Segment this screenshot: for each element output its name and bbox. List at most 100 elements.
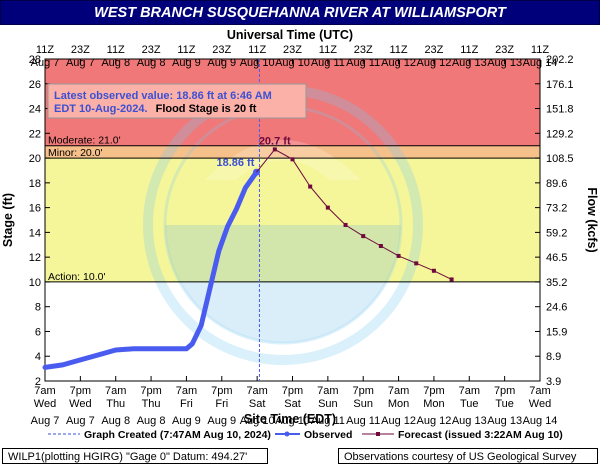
- y2-tick-label: 129.2: [546, 128, 574, 140]
- action-stage-label: Action: 10.0': [48, 271, 105, 283]
- y2-tick-label: 151.8: [546, 104, 574, 116]
- annotation-box: [47, 83, 307, 119]
- plot-frame: Action: 10.0' Minor: 20.0'Moderate: 21.0': [44, 58, 541, 382]
- annotation-date: EDT 10-Aug-2024.: [54, 103, 148, 115]
- y-tick-label: 24: [29, 104, 41, 116]
- action-zone: [45, 158, 540, 282]
- x-tick-date: Aug 12: [416, 415, 451, 427]
- x-tick-date: Aug 7: [31, 415, 60, 427]
- x-tick-day: Thu: [142, 398, 161, 410]
- footer-source: Observations courtesy of US Geological S…: [338, 448, 598, 464]
- y-tick-label: 22: [29, 128, 41, 140]
- forecast-point: [290, 157, 295, 162]
- x2-tick-date: Aug 9: [172, 57, 201, 69]
- y-tick-label: 10: [29, 277, 41, 289]
- x-tick-day: Wed: [34, 398, 56, 410]
- x-tick-date: Aug 9: [207, 415, 236, 427]
- observed-series-line: [42, 169, 259, 370]
- y-tick-label: 6: [35, 326, 41, 338]
- y2-tick-label: 176.1: [546, 79, 574, 91]
- y2-tick-label: 108.5: [546, 153, 574, 165]
- y2-tick-label: 89.6: [546, 178, 567, 190]
- normal-zone: [45, 281, 540, 381]
- x2-tick-time: 11Z: [319, 44, 337, 56]
- x-tick-date: Aug 9: [172, 415, 201, 427]
- y2-tick-label: 202.2: [546, 54, 574, 66]
- annotation-line-2: EDT 10-Aug-2024. Flood Stage is 20 ft: [54, 103, 257, 115]
- x-tick-day: Wed: [529, 398, 551, 410]
- title-bar: WEST BRANCH SUSQUEHANNA RIVER AT WILLIAM…: [0, 0, 600, 25]
- x-tick-day: Tue: [495, 398, 514, 410]
- y2-tick-label: 15.9: [546, 326, 567, 338]
- x-tick-day: Thu: [106, 398, 125, 410]
- x2-tick-date: Aug 12: [381, 57, 416, 69]
- x2-tick-date: Aug 8: [137, 57, 166, 69]
- y-tick-label: 12: [29, 252, 41, 264]
- x-tick-date: Aug 11: [311, 415, 345, 427]
- x2-tick-date: Aug 12: [416, 57, 451, 69]
- x-tick-day: Wed: [69, 398, 91, 410]
- moderate-stage-label: Moderate: 21.0': [48, 135, 121, 147]
- y-tick-label: 2: [35, 376, 41, 388]
- x-tick-time: 7pm: [140, 385, 161, 397]
- y2-tick-label: 59.2: [546, 227, 567, 239]
- x-tick-date: Aug 12: [381, 415, 416, 427]
- right-axis-title: Flow (kcfs): [585, 187, 599, 252]
- x2-tick-date: Aug 10: [240, 57, 275, 69]
- x-tick-time: 7am: [176, 385, 197, 397]
- x-tick-date: Aug 14: [523, 415, 558, 427]
- x2-tick-time: 11Z: [248, 44, 266, 56]
- y-tick-label: 14: [29, 227, 41, 239]
- x2-tick-time: 23Z: [354, 44, 373, 56]
- y-tick-label: 8: [35, 302, 41, 314]
- x2-tick-date: Aug 8: [101, 57, 130, 69]
- x2-tick-time: 23Z: [283, 44, 302, 56]
- y2-tick-label: 3.9: [546, 376, 561, 388]
- left-axis-title: Stage (ft): [1, 193, 15, 247]
- x2-tick-date: Aug 14: [523, 57, 558, 69]
- x2-tick-date: Aug 9: [207, 57, 236, 69]
- x-tick-date: Aug 10: [275, 415, 310, 427]
- x2-tick-time: 23Z: [71, 44, 90, 56]
- x2-tick-time: 11Z: [531, 44, 549, 56]
- forecast-point: [272, 147, 277, 152]
- y-tick-label: 4: [35, 351, 41, 363]
- x-tick-time: 7am: [459, 385, 480, 397]
- x2-tick-date: Aug 11: [311, 57, 345, 69]
- x2-tick-time: 23Z: [495, 44, 514, 56]
- x2-tick-time: 23Z: [142, 44, 161, 56]
- forecast-peak-label: 20.7 ft: [259, 135, 291, 147]
- x-tick-time: 7am: [529, 385, 550, 397]
- forecast-point: [396, 253, 401, 258]
- x-tick-date: Aug 10: [240, 415, 275, 427]
- x-tick-time: 7am: [317, 385, 338, 397]
- x-tick-time: 7am: [105, 385, 126, 397]
- x2-tick-date: Aug 13: [452, 57, 487, 69]
- x-tick-time: 7pm: [70, 385, 91, 397]
- axis-ticks: 2 3.9 4 8.9 6 15.9 8 24.6 10 35.2 12 46.5 14 59.2 16 73…: [29, 44, 574, 427]
- x2-tick-time: 11Z: [460, 44, 478, 56]
- forecast-series-line: [256, 148, 452, 280]
- x2-tick-time: 23Z: [212, 44, 231, 56]
- annotation-line-1: Latest observed value: 18.86 ft at 6:46 …: [54, 90, 272, 102]
- forecast-point: [343, 222, 348, 227]
- x-tick-day: Sat: [284, 398, 301, 410]
- forecast-point: [325, 205, 330, 210]
- minor-zone: [45, 145, 540, 159]
- x-tick-day: Tue: [460, 398, 479, 410]
- x-tick-day: Fri: [215, 398, 228, 410]
- legend-observed: Observed: [304, 429, 352, 441]
- top-axis-title: Universal Time (UTC): [227, 28, 353, 42]
- x2-tick-time: 11Z: [107, 44, 125, 56]
- y-tick-label: 28: [29, 54, 41, 66]
- x-tick-time: 7pm: [494, 385, 515, 397]
- x-tick-date: Aug 8: [137, 415, 166, 427]
- bottom-axis-title: Site Time (EDT): [244, 412, 336, 426]
- forecast-point: [431, 268, 436, 273]
- x-tick-day: Mon: [423, 398, 444, 410]
- minor-stage-label: Minor: 20.0': [48, 147, 103, 159]
- y-tick-label: 16: [29, 203, 41, 215]
- x-tick-day: Sun: [318, 398, 338, 410]
- x2-tick-date: Aug 7: [31, 57, 60, 69]
